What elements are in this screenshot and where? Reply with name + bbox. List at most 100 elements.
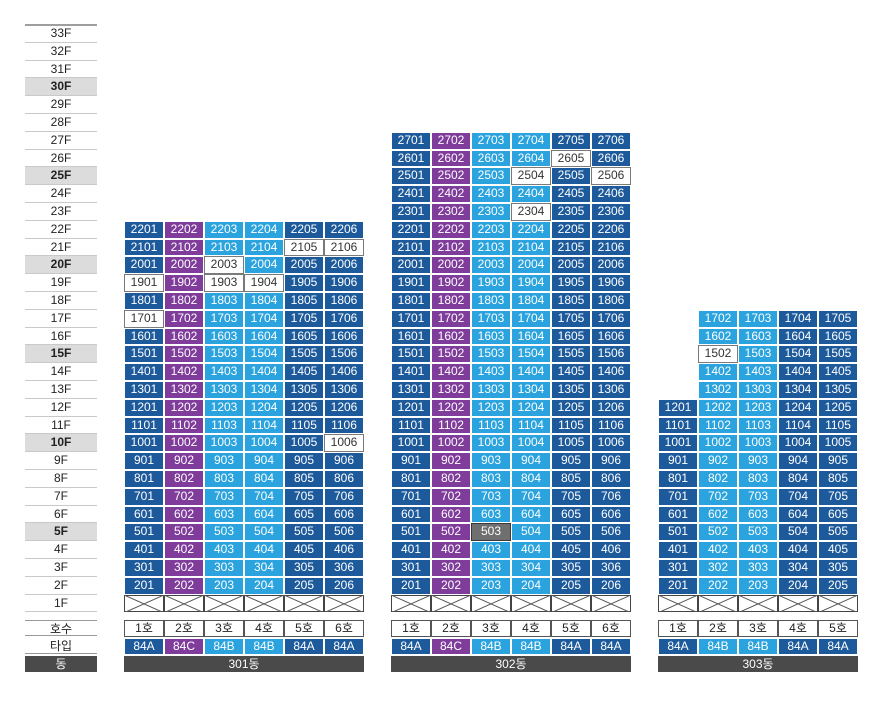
- unit-cell-1202: 1202: [431, 398, 471, 417]
- unit-cell-704: 704: [511, 487, 551, 506]
- unit-cell-1204: 1204: [778, 398, 818, 417]
- floor-label: 5F: [25, 523, 97, 542]
- unit-cell-504: 504: [511, 523, 551, 542]
- unit-cell-1006: 1006: [591, 434, 631, 453]
- unit-cell-2104: 2104: [244, 238, 284, 257]
- unit-cell-505: 505: [284, 523, 324, 542]
- unit-cell-605: 605: [284, 505, 324, 524]
- unit-cell-1402: 1402: [164, 363, 204, 381]
- unit-cell-2506: 2506: [591, 167, 631, 186]
- piloti-x-mark: [738, 594, 778, 613]
- unit-cell-1403: 1403: [204, 363, 244, 381]
- unit-cell-1606: 1606: [324, 327, 364, 346]
- piloti-x-mark: [391, 594, 431, 613]
- unit-cell-501: 501: [124, 523, 164, 542]
- unit-cell-2606: 2606: [591, 149, 631, 168]
- unit-type-label: 84C: [164, 638, 204, 655]
- unit-cell-1203: 1203: [471, 398, 511, 417]
- unit-cell-1203: 1203: [204, 398, 244, 417]
- unit-cell-1405: 1405: [284, 363, 324, 381]
- unit-cell-2704: 2704: [511, 131, 551, 150]
- unit-cell-1502: 1502: [164, 345, 204, 364]
- unit-cell-1601: 1601: [124, 327, 164, 346]
- piloti-cell: [778, 594, 818, 613]
- piloti-x-mark: [658, 594, 698, 613]
- unit-cell-1005: 1005: [551, 434, 591, 453]
- unit-cell-1503: 1503: [471, 345, 511, 364]
- unit-cell-1706: 1706: [324, 309, 364, 328]
- unit-cell-1005: 1005: [284, 434, 324, 453]
- unit-cell-2206: 2206: [324, 220, 364, 239]
- unit-cell-706: 706: [324, 487, 364, 506]
- piloti-cell: [391, 594, 431, 613]
- unit-number-label: 3호: [204, 620, 244, 637]
- unit-cell-1604: 1604: [244, 327, 284, 346]
- unit-cell-805: 805: [551, 470, 591, 488]
- unit-cell-2306: 2306: [591, 203, 631, 221]
- unit-cell-1803: 1803: [204, 292, 244, 310]
- unit-type-label: 84A: [591, 638, 631, 655]
- floor-label: 2F: [25, 577, 97, 595]
- unit-cell-2501: 2501: [391, 167, 431, 186]
- unit-cell-1003: 1003: [204, 434, 244, 453]
- unit-cell-1001: 1001: [391, 434, 431, 453]
- unit-cell-1205: 1205: [818, 398, 858, 417]
- unit-cell-1601: 1601: [391, 327, 431, 346]
- unit-number-label: 1호: [124, 620, 164, 637]
- unit-cell-1302: 1302: [698, 381, 738, 399]
- unit-cell-1805: 1805: [551, 292, 591, 310]
- unit-cell-1506: 1506: [591, 345, 631, 364]
- unit-number-label: 6호: [591, 620, 631, 637]
- unit-cell-1201: 1201: [658, 398, 698, 417]
- unit-cell-205: 205: [818, 576, 858, 595]
- unit-number-label: 2호: [698, 620, 738, 637]
- unit-cell-603: 603: [204, 505, 244, 524]
- floor-label: 20F: [25, 256, 97, 275]
- unit-cell-903: 903: [738, 452, 778, 470]
- unit-cell-2204: 2204: [511, 220, 551, 239]
- unit-cell-1702: 1702: [698, 309, 738, 328]
- unit-cell-1602: 1602: [698, 327, 738, 346]
- unit-cell-601: 601: [658, 505, 698, 524]
- unit-cell-2404: 2404: [511, 185, 551, 203]
- unit-cell-405: 405: [818, 541, 858, 559]
- unit-cell-1704: 1704: [244, 309, 284, 328]
- unit-cell-202: 202: [164, 576, 204, 595]
- unit-cell-703: 703: [738, 487, 778, 506]
- unit-cell-302: 302: [698, 559, 738, 577]
- piloti-cell: [164, 594, 204, 613]
- unit-number-label: 1호: [391, 620, 431, 637]
- piloti-x-mark: [204, 594, 244, 613]
- unit-cell-1702: 1702: [431, 309, 471, 328]
- unit-type-label: 84A: [778, 638, 818, 655]
- unit-cell-701: 701: [658, 487, 698, 506]
- unit-cell-2201: 2201: [124, 220, 164, 239]
- unit-cell-1801: 1801: [391, 292, 431, 310]
- unit-cell-2004: 2004: [511, 256, 551, 275]
- unit-cell-803: 803: [204, 470, 244, 488]
- floor-label: 19F: [25, 274, 97, 292]
- unit-cell-604: 604: [244, 505, 284, 524]
- unit-cell-603: 603: [471, 505, 511, 524]
- unit-cell-1506: 1506: [324, 345, 364, 364]
- unit-cell-303: 303: [738, 559, 778, 577]
- piloti-cell: [244, 594, 284, 613]
- floor-label: 10F: [25, 434, 97, 453]
- unit-cell-804: 804: [778, 470, 818, 488]
- unit-cell-1203: 1203: [738, 398, 778, 417]
- floor-label: 32F: [25, 43, 97, 61]
- unit-cell-2202: 2202: [164, 220, 204, 239]
- unit-cell-2001: 2001: [124, 256, 164, 275]
- unit-cell-205: 205: [284, 576, 324, 595]
- unit-cell-401: 401: [124, 541, 164, 559]
- unit-cell-805: 805: [818, 470, 858, 488]
- unit-type-label: 84A: [124, 638, 164, 655]
- piloti-x-mark: [124, 594, 164, 613]
- unit-number-label: 5호: [551, 620, 591, 637]
- piloti-cell: [511, 594, 551, 613]
- unit-cell-2005: 2005: [284, 256, 324, 275]
- unit-cell-2201: 2201: [391, 220, 431, 239]
- unit-cell-2003: 2003: [471, 256, 511, 275]
- unit-cell-1606: 1606: [591, 327, 631, 346]
- unit-cell-901: 901: [124, 452, 164, 470]
